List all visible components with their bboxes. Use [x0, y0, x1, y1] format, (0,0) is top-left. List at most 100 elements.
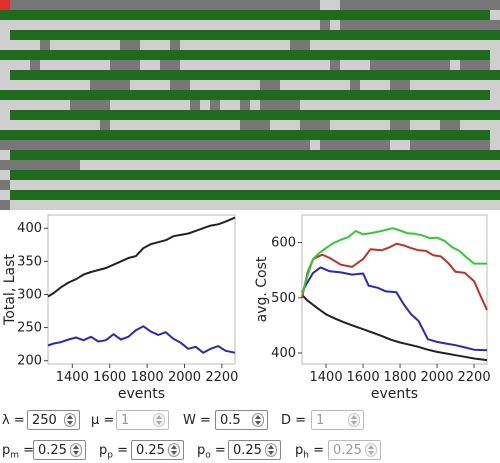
y-tick-label: 400 [271, 346, 296, 361]
lambda-label: λ = [2, 413, 25, 428]
grid-cell-dark [170, 80, 190, 90]
d-label: D = [281, 413, 307, 428]
y-tick-label: 600 [271, 236, 296, 251]
grid-bar-green [10, 150, 500, 160]
grid-cell-dark [340, 20, 500, 30]
y-tick-label: 250 [17, 321, 42, 336]
mu-value: 1 [121, 413, 130, 428]
po-label: po = [197, 443, 226, 461]
grid-cell-dark [190, 100, 200, 110]
plot-area [47, 214, 236, 365]
lambda-spinner[interactable]: 250 [27, 410, 80, 430]
grid-cell-dark [300, 120, 330, 130]
grid-cell-dark [210, 100, 220, 110]
series-line-1 [47, 325, 236, 354]
grid-cell-dark [110, 60, 140, 70]
x-tick-label: 2000 [168, 370, 201, 385]
pm-label: pm = [2, 443, 35, 461]
series-line-0 [301, 294, 488, 362]
series-line-3 [301, 227, 487, 295]
grid-cell-dark [350, 80, 360, 90]
spinner-arrows-icon[interactable] [168, 443, 180, 457]
grid-cell-dark [290, 40, 310, 50]
x-tick-label: 1800 [131, 370, 164, 385]
grid-cell-dark [170, 40, 180, 50]
grid-bar-green [0, 50, 490, 60]
y-axis-label: avg. Cost [254, 256, 270, 322]
spinner-arrows-icon[interactable] [64, 413, 76, 427]
grid-bar-green [0, 90, 490, 100]
po-spinner[interactable]: 0.25 [228, 440, 281, 460]
w-label: W = [183, 413, 211, 428]
grid-bar-green [10, 190, 500, 200]
grid-bar-green [10, 70, 500, 80]
grid-bar-green [0, 10, 490, 20]
x-tick-label: 1600 [93, 370, 126, 385]
grid-bar-green [10, 170, 500, 180]
grid-cell-dark [40, 40, 50, 50]
pp-label: pp = [99, 443, 129, 461]
grid-cell-dark [120, 40, 140, 50]
mu-label: μ = [91, 413, 115, 428]
grid-cell-dark [240, 120, 270, 130]
x-tick-label: 1400 [310, 370, 343, 385]
grid-cell-dark [260, 80, 280, 90]
pm-spinner[interactable]: 0.25 [33, 440, 86, 460]
grid-cell-dark [340, 0, 500, 10]
x-tick-label: 2000 [421, 370, 454, 385]
ph-value: 0.25 [333, 443, 362, 458]
grid-cell-dark [330, 60, 340, 70]
grid-cell-dark [390, 120, 410, 130]
x-axis-label: events [118, 386, 165, 400]
pm-value: 0.25 [38, 443, 67, 458]
avg-cost-chart: 1400 1600 1800 2000 2200 400 500 600 events avg. … [254, 214, 491, 400]
x-axis-label: events [371, 386, 418, 400]
grid-cell-dark [440, 120, 460, 130]
grid-cell-dark [0, 160, 80, 170]
ph-spinner: 0.25 [328, 440, 381, 460]
x-tick-label: 1600 [347, 370, 380, 385]
grid-cell-dark [460, 60, 490, 70]
y-tick-label: 400 [17, 221, 42, 236]
x-tick-label: 2200 [205, 370, 238, 385]
grid-cell-dark [320, 20, 330, 30]
series-line-0 [47, 216, 236, 298]
grid-cell-dark [390, 80, 410, 90]
spinner-arrows-icon[interactable] [265, 443, 277, 457]
pp-spinner[interactable]: 0.25 [131, 440, 184, 460]
controls-row-2: pm = 0.25 pp = 0.25 po = 0.25 ph = 0.25 [0, 440, 500, 462]
controls-row-1: λ = 250 μ = 1 W = 0.5 D = 1 [0, 410, 500, 432]
x-tick-label: 1400 [56, 370, 89, 385]
grid-cell-dark [0, 200, 10, 210]
process-grid [0, 0, 500, 210]
spinner-arrows-icon [348, 413, 360, 427]
d-value: 1 [316, 413, 325, 428]
grid-cell-dark [160, 60, 180, 70]
grid-cell-dark [100, 120, 110, 130]
series-line-1 [301, 266, 488, 352]
grid-cell-dark [30, 60, 40, 70]
grid-cell-dark [0, 180, 10, 190]
grid-cell-dark [370, 60, 450, 70]
y-tick-label: 350 [17, 254, 42, 269]
spinner-arrows-icon[interactable] [252, 413, 264, 427]
total-last-chart: 1400 1600 1800 2000 2200 200 250 300 350 400 event… [2, 214, 238, 400]
y-tick-label: 200 [17, 354, 42, 369]
grid-cell-dark [320, 140, 390, 150]
y-axis-label: Total, Last [2, 254, 18, 326]
x-tick-label: 1800 [384, 370, 417, 385]
series-line-2 [301, 242, 488, 311]
ph-label: ph = [295, 443, 325, 461]
grid-cell-dark [70, 100, 110, 110]
spinner-arrows-icon[interactable] [70, 443, 82, 457]
grid-cell-dark [0, 0, 320, 10]
grid-cell-dark [240, 100, 250, 110]
y-tick-label: 300 [17, 287, 42, 302]
w-spinner[interactable]: 0.5 [215, 410, 268, 430]
grid-bar-green [10, 30, 500, 40]
x-tick-label: 2200 [458, 370, 491, 385]
grid-cell-dark [90, 80, 130, 90]
spinner-arrows-icon [365, 443, 377, 457]
y-tick-label: 500 [271, 291, 296, 306]
pp-value: 0.25 [136, 443, 165, 458]
